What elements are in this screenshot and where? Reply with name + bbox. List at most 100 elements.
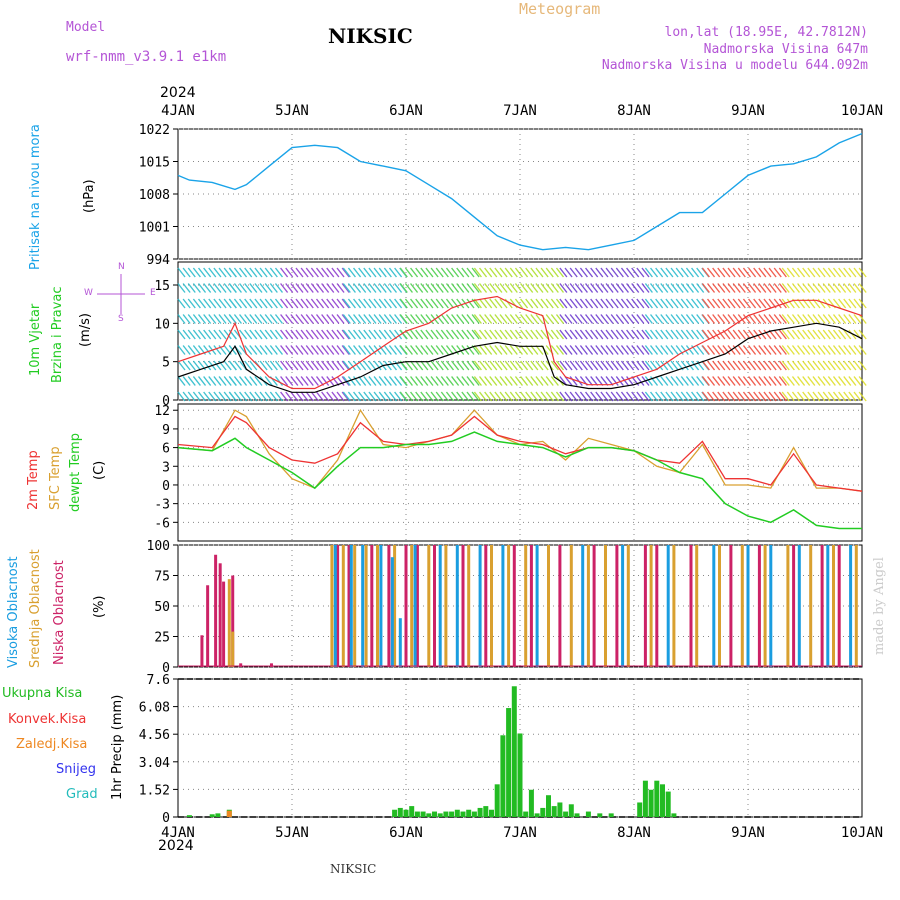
wind-barb: [373, 283, 382, 293]
wind-barb: [182, 345, 191, 355]
wind-barb: [590, 376, 599, 386]
wind-barb: [499, 283, 508, 293]
pressure-unit: (hPa): [82, 179, 97, 213]
precip-bar: [426, 813, 432, 817]
wind-barb: [494, 298, 503, 309]
wind-barb: [471, 360, 480, 371]
high-cloud-bar: [666, 545, 670, 667]
precip-bar: [392, 809, 398, 817]
wind-barb: [461, 376, 470, 386]
wind-barb: [290, 314, 299, 324]
wind-barb: [555, 298, 565, 309]
wind-barb: [373, 329, 382, 340]
wind-barb: [858, 360, 867, 371]
wind-barb: [404, 345, 413, 355]
wind-barb: [812, 376, 821, 386]
wind-barb: [732, 283, 741, 293]
wind-barb: [430, 345, 439, 355]
precip-bar: [563, 811, 569, 817]
wind-barb: [822, 360, 831, 371]
wind-barb: [254, 391, 263, 402]
wind-barb: [342, 391, 351, 402]
wind-barb: [484, 345, 493, 355]
wind-barb: [610, 391, 619, 402]
wind-barb: [525, 360, 534, 371]
wind-barb: [388, 298, 398, 309]
wind-barb: [435, 298, 444, 309]
precip-bar: [523, 811, 529, 817]
wind-barb: [259, 329, 268, 340]
wind-barb: [326, 345, 335, 355]
wind-barb: [778, 283, 787, 293]
wind-barb: [368, 360, 377, 371]
wind-barb: [807, 376, 816, 386]
wind-barb: [315, 314, 325, 324]
wind-barb: [763, 267, 772, 278]
wind-barb: [670, 267, 679, 278]
wind-unit: (m/s): [78, 313, 93, 347]
wind-barb: [182, 314, 191, 324]
high-cloud-bar: [581, 545, 585, 667]
wind-barb: [732, 345, 741, 355]
wind-barb: [691, 298, 700, 309]
wind-barb: [509, 314, 518, 324]
temp-label-2m: 2m Temp: [26, 450, 41, 510]
frozen-precip-bar: [226, 810, 232, 817]
wind-barb: [435, 391, 444, 402]
wind-barb: [807, 329, 816, 340]
model-altitude-label: Nadmorska Visina u modelu 644.092m: [601, 58, 868, 73]
wind-barb: [853, 267, 862, 278]
wind-barb: [540, 267, 549, 278]
low-cloud-bar: [206, 585, 210, 667]
wind-barb: [722, 283, 731, 293]
wind-barb: [832, 360, 842, 371]
wind-barb: [285, 267, 294, 278]
wind-barb: [748, 376, 757, 386]
wind-barb: [569, 314, 578, 324]
precip-bar: [460, 811, 466, 817]
wind-barb: [315, 360, 325, 371]
temp-label-sfc: SFC Temp: [48, 446, 63, 510]
wind-barb: [626, 329, 635, 340]
wind-barb: [590, 298, 599, 309]
x-tick-label-top: 5JAN: [275, 103, 309, 119]
x-tick-label-bot: 7JAN: [503, 825, 537, 841]
wind-barb: [280, 391, 289, 402]
y-tick-label: 50: [154, 600, 170, 615]
precip-bar: [568, 804, 574, 817]
wind-barb: [655, 345, 664, 355]
wind-barb: [264, 314, 273, 324]
wind-barb: [685, 329, 694, 340]
wind-barb: [758, 391, 767, 402]
wind-barb: [197, 329, 207, 340]
wind-barb: [295, 360, 304, 371]
wind-barb: [559, 314, 568, 324]
gust-line: [177, 295, 863, 390]
wind-barb: [274, 283, 284, 293]
wind-barb: [435, 329, 444, 340]
wind-barb: [742, 360, 751, 371]
mid-cloud-bar: [427, 545, 431, 667]
wind-barb: [425, 376, 434, 386]
wind-barb: [696, 283, 705, 293]
wind-barb: [590, 314, 599, 324]
low-cloud-bar: [757, 545, 761, 667]
wind-barb: [336, 283, 345, 293]
wind-barb: [285, 376, 294, 386]
wind-barb: [626, 345, 635, 355]
wind-barb: [781, 314, 790, 324]
wind-barb: [665, 376, 674, 386]
wind-barb: [610, 298, 619, 309]
wind-barb: [213, 298, 222, 309]
wind-barb: [388, 314, 398, 324]
wind-barb: [295, 329, 304, 340]
wind-barb: [660, 298, 669, 309]
wind-barb: [249, 391, 258, 402]
wind-barb: [466, 345, 475, 355]
wind-barb: [584, 345, 594, 355]
wind-barb: [579, 267, 588, 278]
wind-barb: [712, 345, 721, 355]
wind-barb: [773, 283, 782, 293]
wind-barb: [827, 283, 836, 293]
wind-barb: [187, 360, 196, 371]
